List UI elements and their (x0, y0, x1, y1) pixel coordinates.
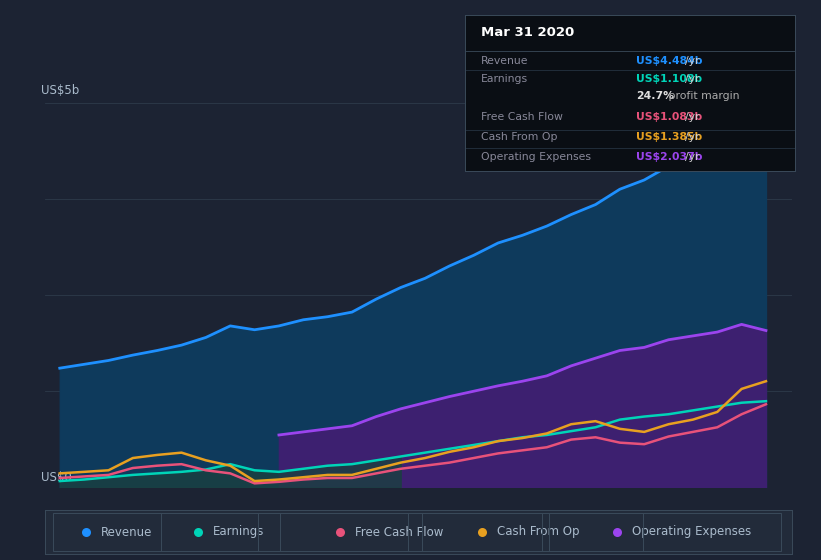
Text: /yr: /yr (685, 152, 699, 162)
Text: 2019: 2019 (629, 520, 659, 533)
Text: US$2.037b: US$2.037b (636, 152, 703, 162)
Text: Operating Expenses: Operating Expenses (631, 525, 751, 539)
Text: 2017: 2017 (434, 520, 465, 533)
Text: Revenue: Revenue (481, 55, 529, 66)
Text: US$1.083b: US$1.083b (636, 111, 703, 122)
Text: /yr: /yr (685, 74, 699, 84)
Text: 24.7%: 24.7% (636, 91, 674, 101)
Text: US$5b: US$5b (41, 84, 80, 97)
Text: 2014: 2014 (142, 520, 172, 533)
Text: Revenue: Revenue (101, 525, 153, 539)
Text: US$1.108b: US$1.108b (636, 74, 703, 84)
Text: /yr: /yr (685, 55, 699, 66)
Text: Mar 31 2020: Mar 31 2020 (481, 26, 575, 39)
Text: /yr: /yr (685, 111, 699, 122)
Text: /yr: /yr (685, 132, 699, 142)
Text: Earnings: Earnings (481, 74, 528, 84)
Text: US$1.385b: US$1.385b (636, 132, 703, 142)
Text: US$0: US$0 (41, 471, 72, 484)
Text: 2018: 2018 (532, 520, 562, 533)
Text: Earnings: Earnings (213, 525, 264, 539)
Text: Free Cash Flow: Free Cash Flow (355, 525, 443, 539)
Text: 2015: 2015 (240, 520, 269, 533)
Text: Cash From Op: Cash From Op (481, 132, 557, 142)
Text: Free Cash Flow: Free Cash Flow (481, 111, 563, 122)
Text: 2016: 2016 (337, 520, 367, 533)
Text: US$4.484b: US$4.484b (636, 55, 703, 66)
Text: Cash From Op: Cash From Op (498, 525, 580, 539)
Text: 2020: 2020 (727, 520, 756, 533)
Text: Operating Expenses: Operating Expenses (481, 152, 591, 162)
Text: profit margin: profit margin (665, 91, 740, 101)
